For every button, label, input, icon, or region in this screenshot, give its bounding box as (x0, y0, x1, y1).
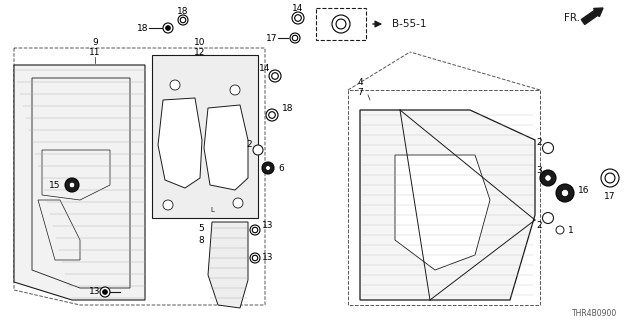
Text: 2: 2 (536, 220, 542, 229)
Circle shape (266, 109, 278, 121)
Text: 13: 13 (262, 253, 273, 262)
Polygon shape (204, 105, 248, 190)
Circle shape (178, 15, 188, 25)
Text: 1: 1 (568, 226, 573, 235)
Circle shape (332, 15, 350, 33)
Text: 2: 2 (536, 138, 542, 147)
Polygon shape (152, 55, 258, 218)
Circle shape (166, 26, 170, 30)
Text: 11: 11 (89, 47, 100, 57)
Text: 13: 13 (88, 287, 100, 297)
Circle shape (170, 80, 180, 90)
Circle shape (262, 162, 274, 174)
FancyArrow shape (581, 8, 603, 24)
Circle shape (163, 23, 173, 33)
Text: 14: 14 (259, 63, 270, 73)
Text: 18: 18 (136, 23, 148, 33)
Text: 15: 15 (49, 180, 60, 189)
Text: L: L (210, 207, 214, 213)
Circle shape (556, 226, 564, 234)
Text: 16: 16 (578, 186, 589, 195)
Circle shape (266, 166, 270, 171)
Circle shape (233, 198, 243, 208)
Circle shape (290, 33, 300, 43)
Circle shape (556, 184, 574, 202)
Polygon shape (360, 110, 535, 300)
Text: 5: 5 (198, 223, 204, 233)
Circle shape (100, 287, 110, 297)
Circle shape (103, 290, 108, 294)
Circle shape (250, 225, 260, 235)
Text: 2: 2 (246, 140, 252, 148)
Text: FR.: FR. (564, 13, 580, 23)
Circle shape (69, 182, 75, 188)
Circle shape (561, 189, 568, 196)
Polygon shape (395, 155, 490, 270)
Text: 7: 7 (357, 87, 363, 97)
Text: THR4B0900: THR4B0900 (572, 309, 617, 318)
Text: 4: 4 (357, 77, 363, 86)
Text: 10: 10 (195, 37, 205, 46)
Text: 3: 3 (536, 165, 542, 174)
Text: 12: 12 (195, 47, 205, 57)
Text: 8: 8 (198, 236, 204, 244)
Text: 17: 17 (604, 191, 616, 201)
Circle shape (253, 145, 263, 155)
Circle shape (269, 70, 281, 82)
Text: 9: 9 (92, 37, 98, 46)
Circle shape (545, 175, 551, 181)
Polygon shape (158, 98, 202, 188)
Circle shape (543, 142, 554, 154)
Circle shape (230, 85, 240, 95)
Text: 6: 6 (278, 164, 284, 172)
Polygon shape (14, 65, 145, 300)
Text: 14: 14 (292, 4, 304, 12)
Text: 13: 13 (262, 220, 273, 229)
Circle shape (543, 212, 554, 223)
Circle shape (601, 169, 619, 187)
Circle shape (163, 200, 173, 210)
Text: B-55-1: B-55-1 (392, 19, 426, 29)
Circle shape (292, 12, 304, 24)
Text: 18: 18 (177, 6, 189, 15)
Circle shape (65, 178, 79, 192)
Polygon shape (208, 222, 248, 308)
Circle shape (250, 253, 260, 263)
Text: 18: 18 (282, 103, 294, 113)
Text: 17: 17 (266, 34, 277, 43)
Circle shape (540, 170, 556, 186)
